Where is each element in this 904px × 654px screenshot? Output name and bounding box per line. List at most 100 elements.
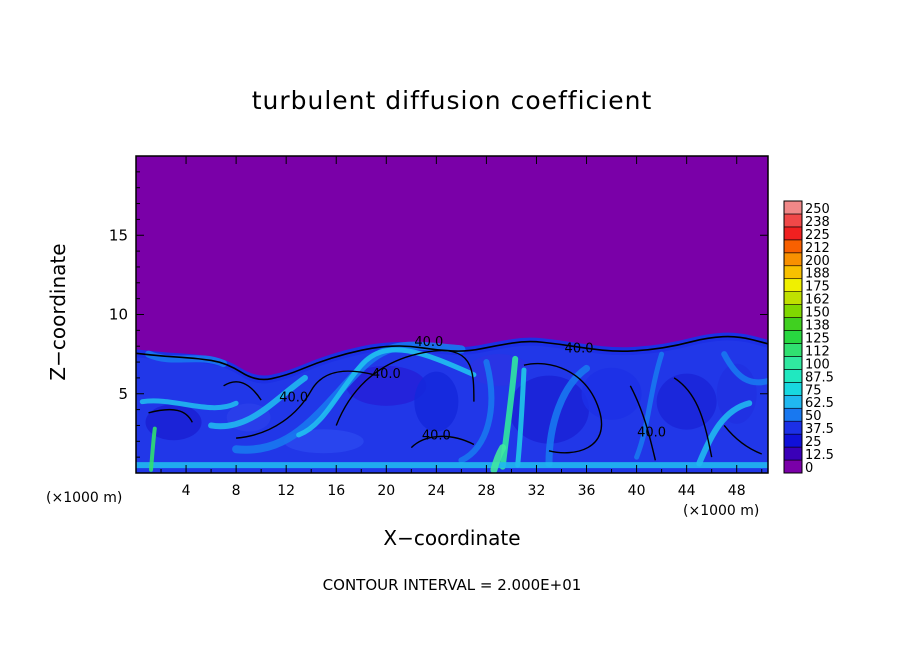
x-tick-label: 28: [478, 483, 496, 499]
contour-line: [723, 425, 762, 455]
colorbar-label: 250: [805, 202, 830, 217]
x-tick-label: 48: [728, 483, 746, 499]
contour-line: [673, 377, 713, 458]
filament: [139, 398, 239, 411]
filament: [634, 351, 665, 460]
colorbar-label: 212: [805, 241, 830, 256]
filament: [696, 400, 753, 467]
y-axis: 5 10 15: [109, 171, 768, 458]
colorbar: 012.52537.55062.57587.510011212513815016…: [783, 200, 834, 476]
colorbar-swatch: [783, 446, 803, 461]
contour-label: 40.0: [414, 335, 443, 350]
colorbar-swatch: [783, 226, 803, 241]
chart-title: turbulent diffusion coefficient: [251, 86, 653, 115]
x-tick-label: 20: [377, 483, 395, 499]
eddy: [581, 367, 642, 420]
contour-line: [335, 350, 475, 426]
x-tick-label: 4: [182, 483, 191, 499]
colorbar-swatch: [783, 343, 803, 357]
colorbar-frame: [783, 200, 803, 474]
contour-line: [523, 362, 602, 454]
colorbar-label: 238: [805, 215, 830, 230]
filament: [721, 351, 768, 386]
filament: [490, 444, 507, 473]
colorbar-swatch: [783, 382, 803, 396]
colorbar-swatch: [783, 433, 803, 448]
x-tick-label: 36: [578, 483, 596, 499]
contour-label: 40.0: [372, 367, 401, 382]
colorbar-swatch: [783, 407, 803, 422]
filament: [458, 359, 495, 464]
colorbar-swatch: [783, 239, 803, 254]
contour-line: [629, 385, 657, 461]
eddy: [346, 365, 427, 406]
colorbar-swatch: [783, 317, 803, 331]
colorbar-swatch: [783, 420, 803, 435]
contour-line: [136, 335, 768, 381]
filament: [515, 367, 527, 468]
colorbar-swatch: [783, 291, 803, 305]
colorbar-label: 12.5: [805, 448, 834, 463]
contour-line: [410, 435, 475, 449]
colorbar-label: 200: [805, 254, 830, 269]
contour-label: 40.0: [565, 342, 594, 357]
y-axis-label: Z−coordinate: [46, 243, 70, 381]
contour-layer: [136, 335, 768, 461]
colorbar-label: 75: [805, 383, 822, 398]
colorbar-swatch: [783, 278, 803, 292]
x-tick-label: 24: [427, 483, 445, 499]
colorbar-label: 37.5: [805, 422, 834, 437]
colorbar-label: 50: [805, 409, 822, 424]
y-tick-label: 10: [109, 306, 128, 324]
x-axis-label: X−coordinate: [383, 526, 521, 550]
x-tick-label: 12: [277, 483, 295, 499]
colorbar-swatch: [783, 459, 803, 474]
y-tick-label: 5: [118, 385, 128, 403]
field-layer: [136, 332, 768, 473]
contour-label: 40.0: [637, 426, 666, 441]
filament: [149, 426, 157, 472]
z-unit-label: (×1000 m): [683, 503, 760, 519]
contour-label: 40.0: [279, 391, 308, 406]
colorbar-label: 87.5: [805, 370, 834, 385]
colorbar-swatch: [783, 252, 803, 267]
colorbar-label: 125: [805, 331, 830, 346]
contour-line: [236, 370, 374, 439]
x-unit-label: (×1000 m): [46, 490, 123, 506]
colorbar-label: 25: [805, 435, 822, 450]
filament: [296, 347, 477, 438]
colorbar-swatch: [783, 213, 803, 228]
colorbar-swatch: [783, 330, 803, 344]
colorbar-label: 162: [805, 293, 830, 308]
y-tick-label: 15: [109, 226, 128, 244]
colorbar-label: 138: [805, 319, 830, 334]
eddy: [145, 404, 202, 441]
contour-label: 40.0: [422, 429, 451, 444]
contour-interval-text: CONTOUR INTERVAL = 2.000E+01: [322, 576, 582, 594]
x-tick-label: 40: [628, 483, 646, 499]
contour-labels: 40.0 40.0 40.0 40.0 40.0 40.0: [279, 335, 666, 444]
colorbar-swatch: [783, 356, 803, 370]
colorbar-swatch: [783, 304, 803, 318]
x-tick-label: 16: [327, 483, 345, 499]
filament: [499, 355, 519, 470]
x-tick-label: 8: [232, 483, 241, 499]
eddy: [468, 353, 529, 386]
colorbar-label: 150: [805, 306, 830, 321]
eddy: [414, 371, 459, 432]
colorbar-label: 225: [805, 228, 830, 243]
x-axis: 4 8 12 16 20 24 28 32 36 40 44 48: [160, 156, 763, 499]
eddy: [656, 373, 717, 430]
x-tick-label: 32: [528, 483, 546, 499]
colorbar-label: 100: [805, 357, 830, 372]
colorbar-swatch: [783, 394, 803, 409]
filament: [208, 374, 308, 430]
colorbar-label: 112: [805, 344, 830, 359]
colorbar-label: 62.5: [805, 396, 834, 411]
colorbar-swatch: [783, 265, 803, 280]
contour-line: [148, 408, 193, 423]
colorbar-label: 175: [805, 280, 830, 295]
contour-line: [223, 381, 262, 401]
colorbar-label: 188: [805, 267, 830, 282]
